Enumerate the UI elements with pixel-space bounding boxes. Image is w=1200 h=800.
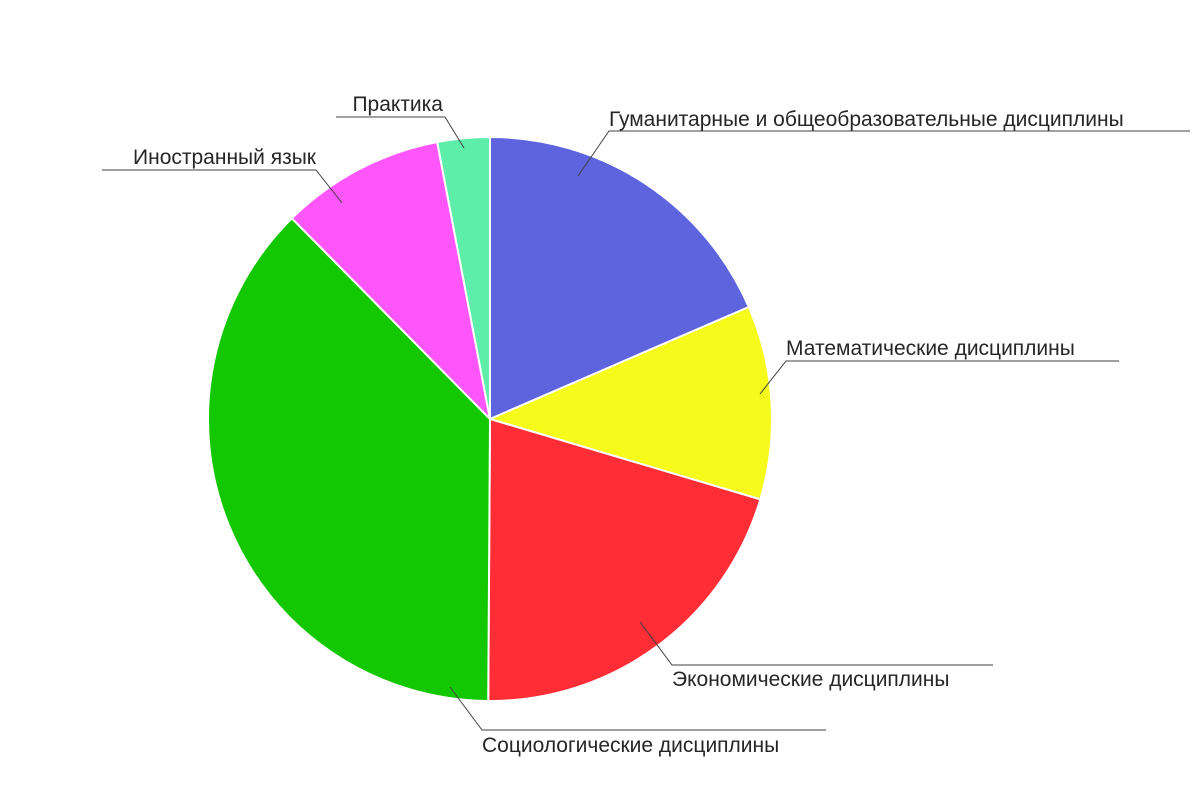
slice-label-economics: Экономические дисциплины [672,668,949,691]
leader-line-math [759,360,1119,395]
leader-line-humanities [577,130,1190,177]
slice-labels: Гуманитарные и общеобразовательные дисци… [133,93,1124,757]
leader-line-economics [639,621,993,666]
leader-line-sociology [449,686,826,731]
slice-label-practice: Практика [352,93,443,116]
slice-label-foreign-language: Иностранный язык [133,146,317,169]
leader-line-foreign-language [102,169,343,204]
pie-slice-foreign-language [290,140,491,420]
pie-slices [207,136,773,702]
slice-label-sociology: Социологические дисциплины [482,734,779,757]
pie-slice-humanities [489,136,750,420]
pie-slice-sociology [207,217,491,702]
label-leader-lines [102,116,1190,731]
slice-label-math: Математические дисциплины [786,337,1075,360]
pie-slice-practice [436,136,491,420]
pie-slice-math [489,306,773,501]
leader-line-practice [336,116,465,149]
slice-label-humanities: Гуманитарные и общеобразовательные дисци… [609,108,1124,131]
